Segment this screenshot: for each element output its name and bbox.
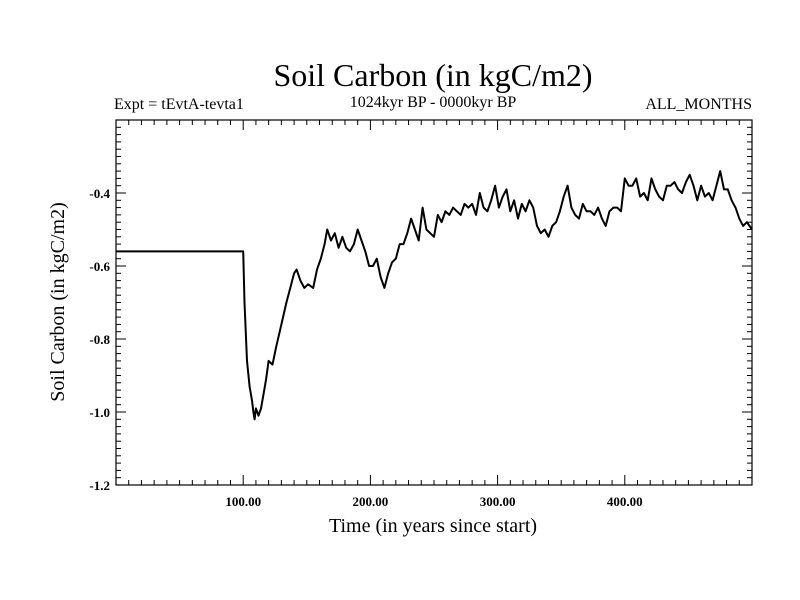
y-tick-label: -0.8 (89, 332, 110, 347)
x-axis-label: Time (in years since start) (329, 515, 537, 537)
x-axis-tick-labels: 100.00 200.00 300.00 400.00 (225, 494, 642, 509)
y-axis-ticks (116, 126, 752, 479)
y-tick-label: -1.2 (89, 478, 110, 493)
months-label: ALL_MONTHS (645, 96, 752, 113)
x-tick-label: 400.00 (607, 494, 643, 509)
chart-title: Soil Carbon (in kgC/m2) (273, 57, 592, 93)
soil-carbon-series-line (116, 170, 753, 421)
y-axis-label: Soil Carbon (in kgC/m2) (47, 202, 69, 401)
x-tick-label: 100.00 (225, 494, 261, 509)
time-range-label: 1024kyr BP - 0000kyr BP (350, 94, 517, 111)
y-tick-label: -1.0 (89, 405, 110, 420)
plot-frame (115, 119, 753, 486)
y-tick-label: -0.4 (89, 186, 110, 201)
y-tick-label: -0.6 (89, 259, 110, 274)
y-axis-tick-labels: -1.2 -1.0 -0.8 -0.6 -0.4 (89, 186, 110, 493)
x-tick-label: 200.00 (353, 494, 389, 509)
x-axis-ticks (128, 120, 740, 485)
x-tick-label: 300.00 (480, 494, 516, 509)
experiment-label: Expt = tEvtA-tevta1 (114, 96, 244, 113)
